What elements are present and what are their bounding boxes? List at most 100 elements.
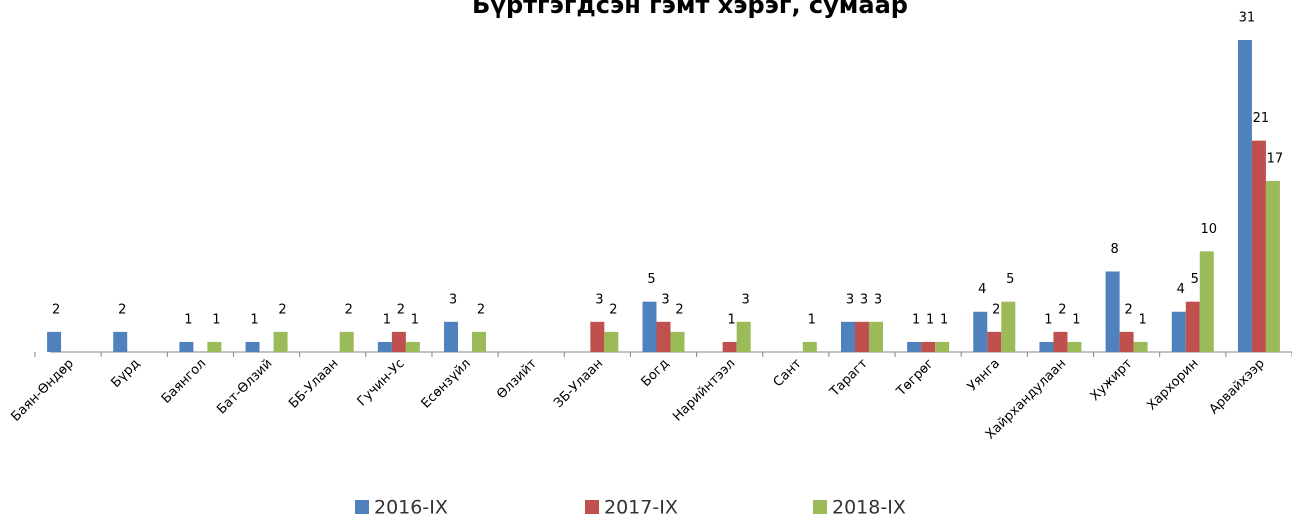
data-label: 1: [940, 312, 948, 327]
bar: [987, 331, 1002, 352]
bar: [1133, 341, 1148, 352]
bar: [472, 331, 487, 352]
data-label: 2: [992, 302, 1000, 317]
x-tick-label: Өлзийт: [494, 356, 540, 402]
data-label: 1: [926, 312, 934, 327]
bar: [921, 341, 936, 352]
bar: [391, 331, 406, 352]
data-label: 2: [477, 302, 485, 317]
data-label: 2: [1124, 302, 1132, 317]
x-tick-label: Богд: [639, 356, 673, 390]
x-tick-label: Сант: [771, 356, 805, 390]
bar: [736, 321, 751, 352]
data-label: 1: [184, 312, 192, 327]
data-label: 2: [52, 302, 60, 317]
data-label: 1: [1138, 312, 1146, 327]
bar: [854, 321, 869, 352]
data-label: 1: [212, 312, 220, 327]
x-tick-label: Хархорин: [1144, 356, 1201, 413]
data-label: 1: [250, 312, 258, 327]
x-tick-label: Бүрд: [109, 356, 144, 391]
data-label: 3: [595, 292, 603, 307]
legend-label: 2017-IX: [604, 497, 678, 518]
x-tick-label: Уянга: [965, 356, 1003, 394]
chart-title: Бүртгэгдсэн гэмт хэрэг, сумаар: [472, 0, 908, 19]
bar: [207, 341, 222, 352]
x-tick-label: Хужирт: [1088, 356, 1136, 404]
bar: [245, 341, 260, 352]
bar: [590, 321, 605, 352]
legend-swatch: [585, 500, 599, 514]
bar: [1067, 341, 1082, 352]
data-label: 1: [808, 312, 816, 327]
bar: [935, 341, 950, 352]
bar: [973, 311, 988, 352]
data-label: 2: [397, 302, 405, 317]
data-label: 31: [1239, 11, 1256, 26]
bar: [405, 341, 420, 352]
bar: [656, 321, 671, 352]
data-label: 3: [860, 292, 868, 307]
legend-swatch: [813, 500, 827, 514]
bar: [179, 341, 194, 352]
bar: [604, 331, 619, 352]
data-label: 2: [1058, 302, 1066, 317]
bar: [868, 321, 883, 352]
bar: [1185, 301, 1200, 352]
bar: [1237, 40, 1252, 352]
bar: [670, 331, 685, 352]
x-tick-label: Баян-Өндөр: [8, 356, 76, 424]
bar: [113, 331, 128, 352]
bar: [1251, 140, 1266, 352]
bar: [1119, 331, 1134, 352]
data-label: 8: [1110, 242, 1118, 257]
x-tick-label: Бат-Өлзий: [214, 356, 275, 417]
x-tick-label: Арвайхээр: [1207, 356, 1268, 417]
x-tick-label: Тарагт: [827, 356, 872, 401]
data-label: 4: [978, 282, 986, 297]
data-label: 3: [449, 292, 457, 307]
data-label: 1: [383, 312, 391, 327]
bar: [1001, 301, 1016, 352]
bar: [1105, 271, 1120, 352]
x-tick-label: Гучин-Ус: [355, 356, 408, 409]
data-label: 5: [1006, 272, 1014, 287]
bar: [1053, 331, 1068, 352]
data-label: 2: [118, 302, 126, 317]
bar: [642, 301, 657, 352]
data-label: 3: [874, 292, 882, 307]
data-label: 1: [1044, 312, 1052, 327]
data-label: 3: [661, 292, 669, 307]
data-label: 2: [345, 302, 353, 317]
data-label: 5: [1191, 272, 1199, 287]
bar: [47, 331, 62, 352]
data-label: 3: [742, 292, 750, 307]
bar: [1265, 180, 1280, 352]
legend-label: 2018-IX: [832, 497, 906, 518]
bar: [802, 341, 817, 352]
data-label: 3: [846, 292, 854, 307]
data-label: 1: [912, 312, 920, 327]
bar: [273, 331, 288, 352]
data-label: 5: [647, 272, 655, 287]
data-label: 10: [1200, 222, 1217, 237]
data-label: 1: [1072, 312, 1080, 327]
bar: [907, 341, 922, 352]
bar: [377, 341, 392, 352]
bar: [1171, 311, 1186, 352]
data-label: 2: [609, 302, 617, 317]
data-label: 17: [1267, 151, 1284, 166]
bar: [1039, 341, 1054, 352]
bar: [1199, 251, 1214, 352]
data-label: 1: [728, 312, 736, 327]
bar: [444, 321, 459, 352]
data-label: 4: [1177, 282, 1185, 297]
x-tick-label: Нарийнтээл: [670, 356, 738, 424]
x-tick-label: Баянгол: [159, 356, 209, 406]
x-tick-label: ББ-Улаан: [286, 356, 341, 411]
data-label: 1: [411, 312, 419, 327]
bar: [840, 321, 855, 352]
bar: [339, 331, 354, 352]
x-tick-label: ЗБ-Улаан: [551, 356, 606, 411]
